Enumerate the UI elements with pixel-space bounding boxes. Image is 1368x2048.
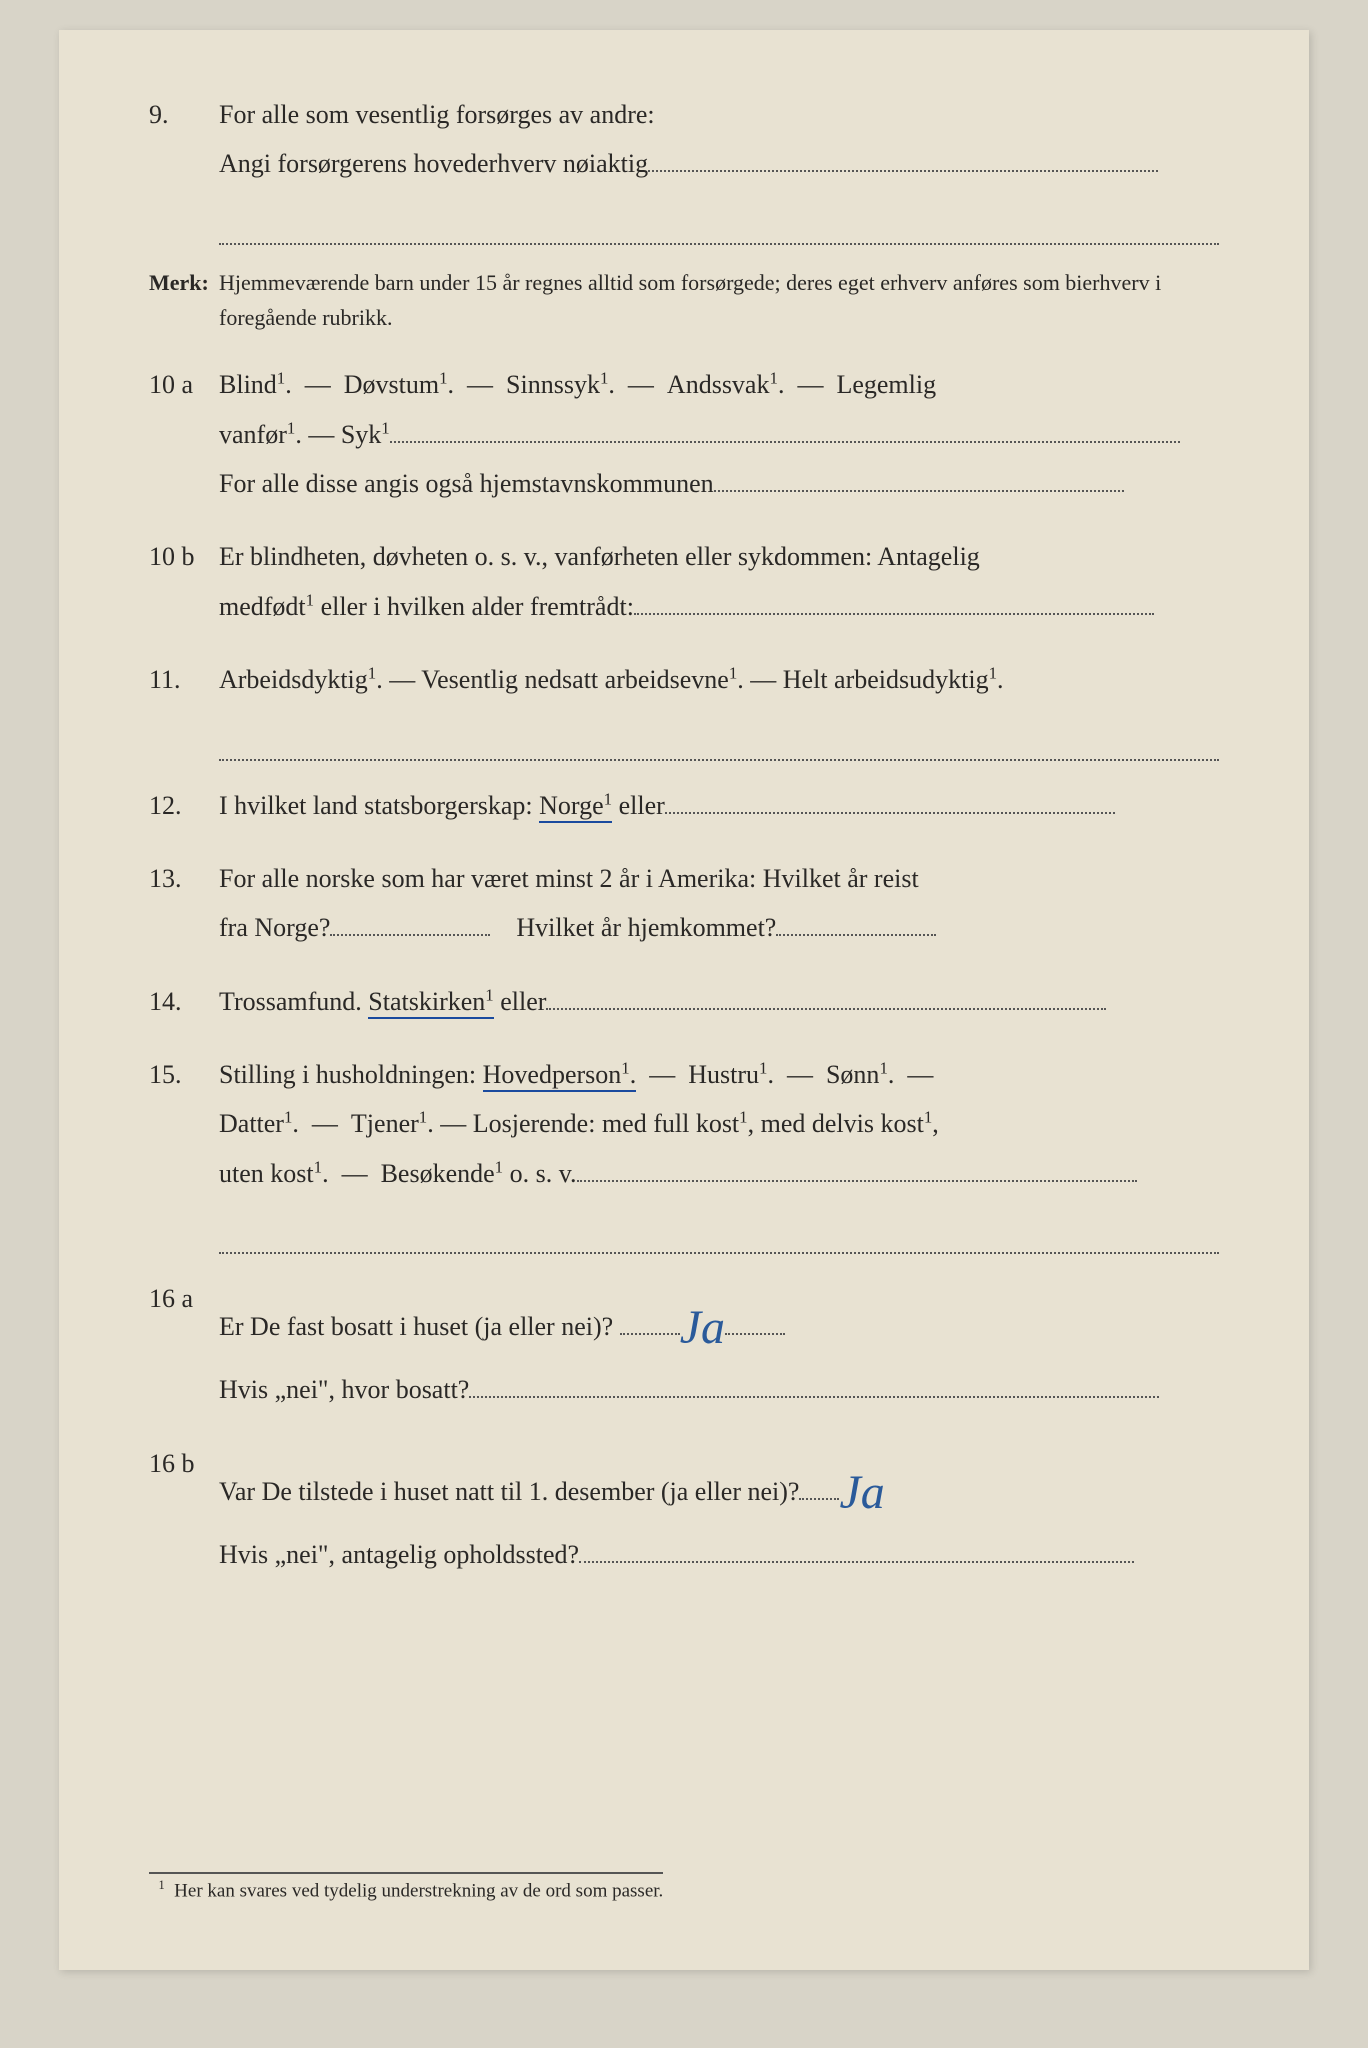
q10b-medfodt: medfødt	[219, 592, 306, 621]
q10a-dovstum: Døvstum	[344, 370, 439, 399]
q16b-blank2	[579, 1561, 1134, 1563]
q10a-number: 10 a	[149, 360, 219, 508]
question-10b: 10 b Er blindheten, døvheten o. s. v., v…	[149, 532, 1219, 631]
q10a-vanfor: vanfør	[219, 420, 287, 449]
q16b-number: 16 b	[149, 1439, 219, 1580]
q15-besokende: Besøkende	[381, 1159, 495, 1188]
q11-p3: Helt arbeidsudyktig	[783, 665, 989, 694]
q15-sonn: Sønn	[826, 1060, 879, 1089]
q10b-line2b: eller i hvilken alder fremtrådt:	[314, 592, 634, 621]
q13-line2b: Hvilket år hjemkommet?	[516, 913, 776, 942]
q16b-line2: Hvis „nei", antagelig opholdssted?	[219, 1540, 579, 1569]
q15-losjerende: Losjerende: med full kost	[473, 1109, 739, 1138]
question-10a: 10 a Blind1. — Døvstum1. — Sinnssyk1. — …	[149, 360, 1219, 508]
question-16b: 16 b Var De tilstede i huset natt til 1.…	[149, 1439, 1219, 1580]
q10b-line1: Er blindheten, døvheten o. s. v., vanfør…	[219, 542, 980, 571]
footnote: 1 Her kan svares ved tydelig understrekn…	[149, 1860, 663, 1902]
question-15: 15. Stilling i husholdningen: Hovedperso…	[149, 1050, 1219, 1198]
q11-p2: Vesentlig nedsatt arbeidsevne	[421, 665, 729, 694]
q10a-andssvak: Andssvak	[667, 370, 770, 399]
merk-note: Merk: Hjemmeværende barn under 15 år reg…	[149, 265, 1219, 335]
q10a-sinnssyk: Sinnssyk	[506, 370, 600, 399]
q10a-legemlig: Legemlig	[836, 370, 936, 399]
q14-t2: eller	[494, 987, 547, 1016]
question-16a: 16 a Er De fast bosatt i huset (ja eller…	[149, 1274, 1219, 1415]
q14-text: Trossamfund. Statskirken1 eller	[219, 977, 1219, 1026]
q10a-text: Blind1. — Døvstum1. — Sinnssyk1. — Andss…	[219, 360, 1219, 508]
q9-text: For alle som vesentlig forsørges av andr…	[219, 90, 1219, 189]
q15-delvis: , med delvis kost	[748, 1109, 924, 1138]
q16a-pre-blank	[620, 1333, 680, 1335]
q15-number: 15.	[149, 1050, 219, 1198]
q15-hustru: Hustru	[688, 1060, 759, 1089]
q12-text: I hvilket land statsborgerskap: Norge1 e…	[219, 781, 1219, 830]
q16a-line2: Hvis „nei", hvor bosatt?	[219, 1375, 469, 1404]
q10a-blank1	[390, 441, 1180, 443]
question-12: 12. I hvilket land statsborgerskap: Norg…	[149, 781, 1219, 830]
q10a-blank2	[714, 490, 1124, 492]
q13-line1: For alle norske som har været minst 2 år…	[219, 864, 919, 893]
q16a-text: Er De fast bosatt i huset (ja eller nei)…	[219, 1274, 1219, 1415]
q16a-answer: Ja	[680, 1282, 725, 1373]
q15-t1: Stilling i husholdningen:	[219, 1060, 483, 1089]
q11-number: 11.	[149, 655, 219, 704]
q16b-answer: Ja	[839, 1447, 884, 1538]
q9-line1: For alle som vesentlig forsørges av andr…	[219, 100, 655, 129]
q14-t1: Trossamfund.	[219, 987, 368, 1016]
q15-tjener: Tjener	[351, 1109, 419, 1138]
footnote-text-content: Her kan svares ved tydelig understreknin…	[174, 1880, 663, 1901]
q15-datter: Datter	[219, 1109, 284, 1138]
q10b-text: Er blindheten, døvheten o. s. v., vanfør…	[219, 532, 1219, 631]
q16b-line1: Var De tilstede i huset natt til 1. dese…	[219, 1477, 799, 1506]
merk-label: Merk:	[149, 265, 219, 335]
q13-number: 13.	[149, 854, 219, 953]
q15-blank	[577, 1180, 1137, 1182]
footnote-marker: 1	[159, 1878, 165, 1892]
q16b-pre-blank	[799, 1498, 839, 1500]
q10a-line3: For alle disse angis også hjemstavnskomm…	[219, 469, 714, 498]
q12-blank	[665, 812, 1115, 814]
q11-full-line	[219, 729, 1219, 761]
q15-hovedperson: Hovedperson1.	[483, 1060, 637, 1092]
q13-text: For alle norske som har været minst 2 år…	[219, 854, 1219, 953]
q14-statskirken: Statskirken1	[368, 987, 493, 1019]
q16a-blank2	[469, 1396, 1159, 1398]
q16b-text: Var De tilstede i huset natt til 1. dese…	[219, 1439, 1219, 1580]
q15-uten: uten kost	[219, 1159, 314, 1188]
q15-full-line	[219, 1222, 1219, 1254]
question-14: 14. Trossamfund. Statskirken1 eller	[149, 977, 1219, 1026]
q14-number: 14.	[149, 977, 219, 1026]
question-11: 11. Arbeidsdyktig1. — Vesentlig nedsatt …	[149, 655, 1219, 704]
q10a-blind: Blind	[219, 370, 277, 399]
q9-number: 9.	[149, 90, 219, 189]
q16a-line1: Er De fast bosatt i huset (ja eller nei)…	[219, 1312, 620, 1341]
q9-line2: Angi forsørgerens hovederhverv nøiaktig	[219, 149, 648, 178]
q12-t2: eller	[612, 791, 665, 820]
question-13: 13. For alle norske som har været minst …	[149, 854, 1219, 953]
census-form-page: 9. For alle som vesentlig forsørges av a…	[59, 30, 1309, 1970]
q9-full-line	[219, 213, 1219, 245]
q12-number: 12.	[149, 781, 219, 830]
q15-text: Stilling i husholdningen: Hovedperson1. …	[219, 1050, 1219, 1198]
q9-blank	[648, 170, 1158, 172]
merk-text: Hjemmeværende barn under 15 år regnes al…	[219, 265, 1219, 335]
q13-blank2	[776, 934, 936, 936]
q10b-number: 10 b	[149, 532, 219, 631]
q13-blank1	[330, 934, 490, 936]
q11-p1: Arbeidsdyktig	[219, 665, 368, 694]
q12-t1: I hvilket land statsborgerskap:	[219, 791, 539, 820]
q16a-number: 16 a	[149, 1274, 219, 1415]
q11-text: Arbeidsdyktig1. — Vesentlig nedsatt arbe…	[219, 655, 1219, 704]
q12-norge: Norge1	[539, 791, 612, 823]
q14-blank	[546, 1008, 1106, 1010]
q13-line2a: fra Norge?	[219, 913, 330, 942]
question-9: 9. For alle som vesentlig forsørges av a…	[149, 90, 1219, 189]
q10a-syk: Syk	[341, 420, 381, 449]
q10b-blank	[634, 613, 1154, 615]
q16a-post-blank	[725, 1333, 785, 1335]
q15-osv: o. s. v.	[503, 1159, 576, 1188]
